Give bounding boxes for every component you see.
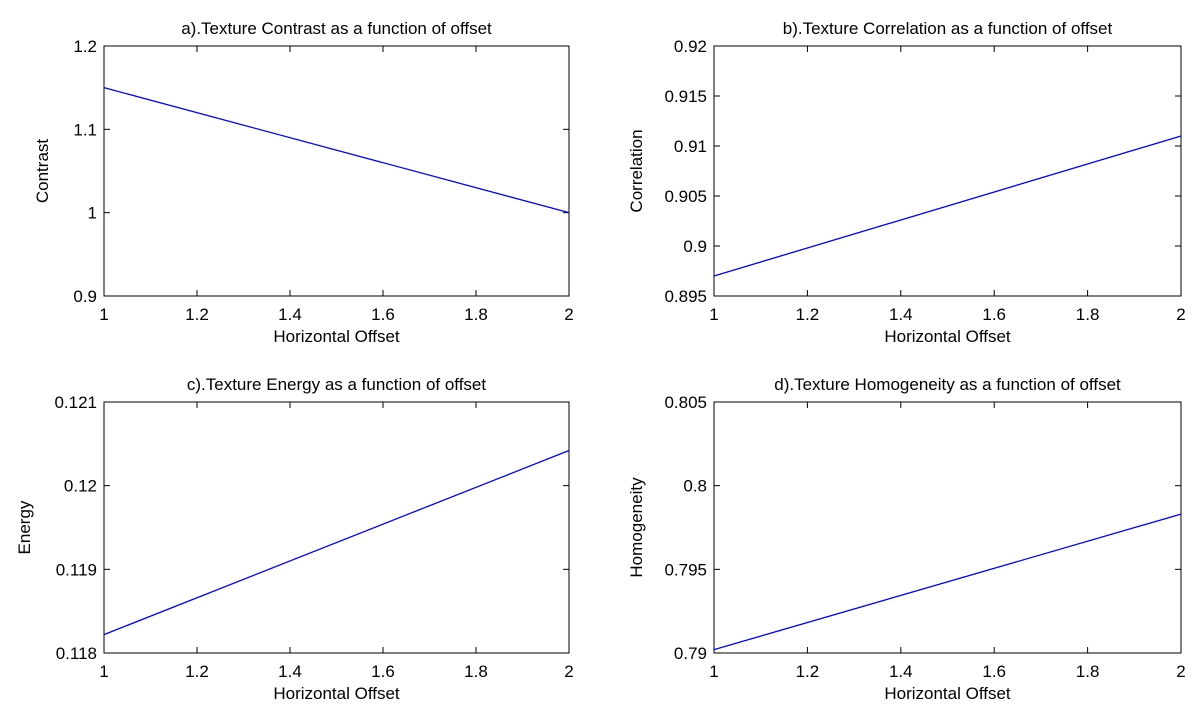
subplot-4-x-tick-label: 1 bbox=[709, 662, 718, 681]
subplot-2-y-axis-label: Correlation bbox=[627, 129, 646, 212]
subplot-1-y-tick-label: 1 bbox=[88, 204, 97, 223]
subplot-1-y-axis-label: Contrast bbox=[33, 139, 52, 204]
subplot-4-x-tick-label: 2 bbox=[1176, 662, 1185, 681]
subplot-1-title: a).Texture Contrast as a function of off… bbox=[181, 19, 492, 38]
subplot-1-x-axis-label: Horizontal Offset bbox=[273, 327, 400, 346]
subplot-2-series-line bbox=[713, 135, 1182, 277]
subplot-2-x-tick-label: 2 bbox=[1176, 305, 1185, 324]
subplot-4-x-tick-label: 1.2 bbox=[796, 662, 820, 681]
subplot-2-y-tick-label: 0.9 bbox=[683, 237, 707, 256]
subplot-4-y-tick-label: 0.805 bbox=[664, 393, 707, 412]
subplot-4-y-axis-label: Homogeneity bbox=[627, 477, 646, 578]
subplot-2-y-tick-label: 0.92 bbox=[674, 37, 707, 56]
subplot-3-y-axis-label: Energy bbox=[15, 500, 34, 554]
subplot-2-axes-box bbox=[713, 45, 1182, 297]
subplot-3-y-tick-label: 0.12 bbox=[64, 477, 97, 496]
subplot-3-y-tick-label: 0.119 bbox=[56, 560, 97, 579]
subplot-2-title: b).Texture Correlation as a function of … bbox=[783, 19, 1113, 38]
subplot-2-y-tick-label: 0.91 bbox=[674, 137, 707, 156]
subplot-1-x-tick-label: 1.4 bbox=[278, 305, 302, 324]
subplot-1-y-tick-label: 0.9 bbox=[73, 287, 97, 306]
subplot-3-series-line bbox=[103, 449, 570, 636]
subplot-1-x-tick-label: 1 bbox=[99, 305, 108, 324]
subplot-1-axes-box bbox=[103, 45, 570, 297]
subplot-2-y-tick-label: 0.905 bbox=[664, 187, 707, 206]
subplot-4-y-tick-label: 0.8 bbox=[683, 477, 707, 496]
subplot-3-x-axis-label: Horizontal Offset bbox=[273, 684, 400, 703]
subplot-4-axes-box bbox=[713, 401, 1182, 654]
subplot-1-x-tick-label: 2 bbox=[564, 305, 573, 324]
subplot-3-axes-box bbox=[103, 401, 570, 654]
subplot-2-x-tick-label: 1.6 bbox=[982, 305, 1006, 324]
subplot-4-x-tick-label: 1.8 bbox=[1076, 662, 1100, 681]
subplot-3-x-tick-label: 1.2 bbox=[185, 662, 209, 681]
subplot-2-x-tick-label: 1.8 bbox=[1076, 305, 1100, 324]
subplot-3-x-tick-label: 1.6 bbox=[371, 662, 395, 681]
subplot-1-x-tick-label: 1.6 bbox=[371, 305, 395, 324]
subplot-4-x-axis-label: Horizontal Offset bbox=[884, 684, 1011, 703]
subplot-2-y-tick-label: 0.895 bbox=[664, 287, 707, 306]
subplot-1-x-tick-label: 1.2 bbox=[185, 305, 209, 324]
subplot-3-x-tick-label: 1 bbox=[99, 662, 108, 681]
subplot-1-x-tick-label: 1.8 bbox=[464, 305, 488, 324]
subplot-2-x-tick-label: 1.2 bbox=[796, 305, 820, 324]
subplot-3-y-tick-label: 0.118 bbox=[56, 644, 97, 663]
subplot-4-x-tick-label: 1.4 bbox=[889, 662, 913, 681]
subplot-2-x-tick-label: 1.4 bbox=[889, 305, 913, 324]
subplot-1-y-tick-label: 1.2 bbox=[73, 37, 97, 56]
subplot-2-y-tick-label: 0.915 bbox=[664, 87, 707, 106]
subplot-1-y-tick-label: 1.1 bbox=[73, 120, 97, 139]
subplot-3-y-tick-label: 0.121 bbox=[54, 393, 97, 412]
subplot-4-x-tick-label: 1.6 bbox=[982, 662, 1006, 681]
subplot-3-x-tick-label: 2 bbox=[564, 662, 573, 681]
subplot-2-x-tick-label: 1 bbox=[709, 305, 718, 324]
subplot-3-x-tick-label: 1.4 bbox=[278, 662, 302, 681]
subplot-1-series-line bbox=[103, 87, 570, 214]
subplot-3-x-tick-label: 1.8 bbox=[464, 662, 488, 681]
subplot-4-series-line bbox=[713, 513, 1182, 651]
subplot-2-x-axis-label: Horizontal Offset bbox=[884, 327, 1011, 346]
subplot-4-title: d).Texture Homogeneity as a function of … bbox=[774, 375, 1121, 394]
subplot-4-y-tick-label: 0.79 bbox=[674, 644, 707, 663]
subplot-3-title: c).Texture Energy as a function of offse… bbox=[187, 375, 487, 394]
subplot-4-y-tick-label: 0.795 bbox=[664, 560, 707, 579]
